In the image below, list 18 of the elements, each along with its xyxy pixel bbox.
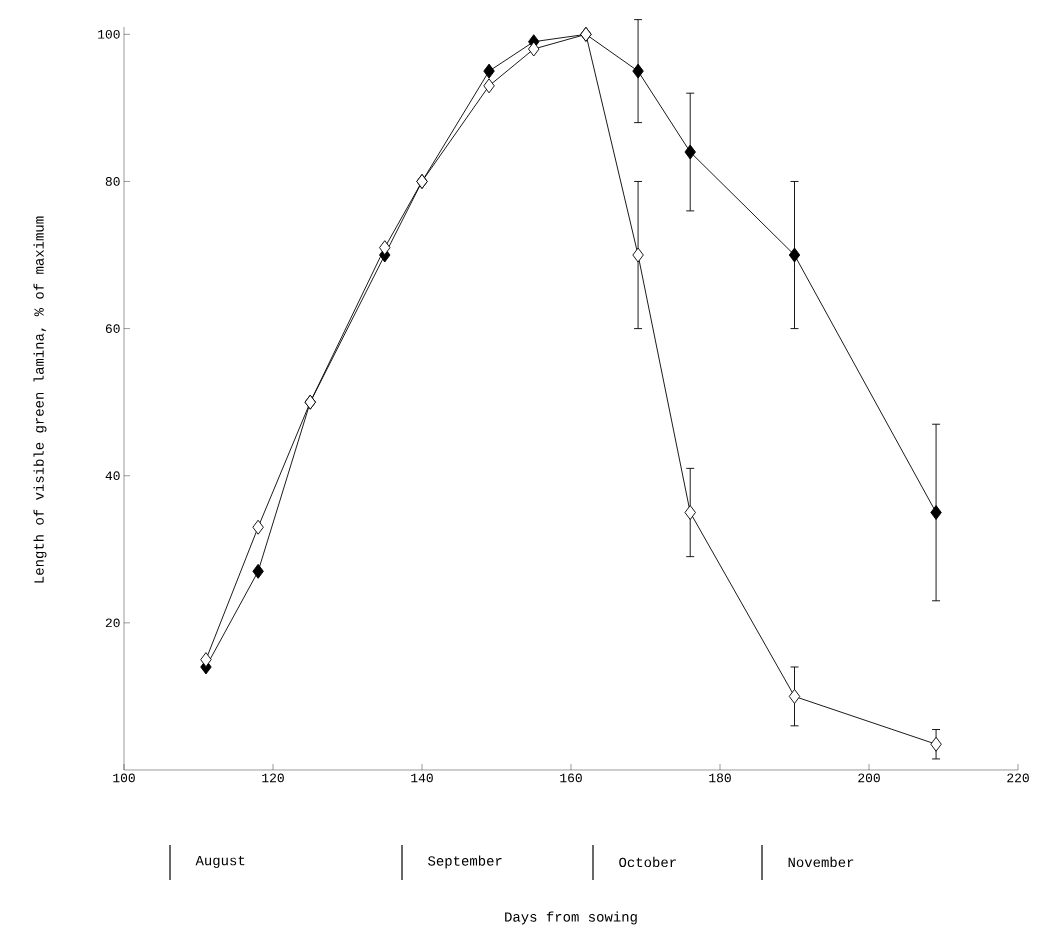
x-tick-label: 220: [1007, 773, 1029, 783]
text: October: [619, 856, 676, 868]
x-tick-label: 120: [262, 773, 284, 783]
x-tick-label: 200: [858, 773, 880, 783]
text: August: [195, 855, 245, 869]
x-tick-label: 100: [113, 773, 135, 783]
y-tick-label: 60: [105, 324, 120, 333]
text: Days from sowing: [505, 911, 637, 925]
y-axis-title: Length of visible green lamina, % of maximum: [33, 216, 47, 583]
text: September: [428, 855, 502, 869]
x-tick-label: 160: [560, 773, 582, 783]
y-tick-label: 80: [105, 177, 120, 186]
y-tick-label: 100: [98, 29, 120, 39]
x-tick-label: 180: [709, 773, 731, 783]
y-tick-label: 40: [105, 471, 120, 481]
text: November: [788, 856, 854, 868]
x-tick-label: 140: [411, 773, 433, 783]
y-tick-label: 20: [105, 618, 120, 628]
